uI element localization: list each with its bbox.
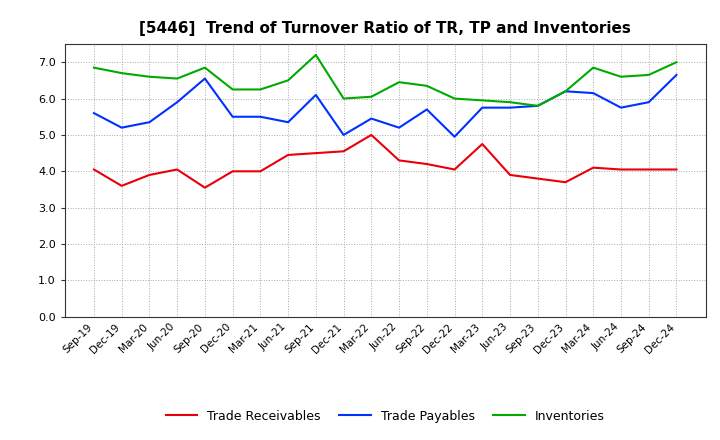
Inventories xyxy=(672,59,681,65)
Inventories xyxy=(284,78,292,83)
Inventories xyxy=(256,87,265,92)
Trade Payables xyxy=(256,114,265,119)
Inventories xyxy=(201,65,210,70)
Inventories xyxy=(644,72,653,77)
Trade Payables xyxy=(339,132,348,138)
Line: Trade Payables: Trade Payables xyxy=(94,75,677,137)
Trade Receivables xyxy=(644,167,653,172)
Inventories xyxy=(423,83,431,88)
Trade Receivables xyxy=(89,167,98,172)
Inventories xyxy=(367,94,376,99)
Trade Payables xyxy=(534,103,542,109)
Trade Receivables xyxy=(616,167,625,172)
Inventories xyxy=(145,74,154,79)
Trade Receivables xyxy=(395,158,403,163)
Inventories xyxy=(450,96,459,101)
Trade Receivables xyxy=(450,167,459,172)
Trade Receivables xyxy=(505,172,514,178)
Trade Payables xyxy=(367,116,376,121)
Trade Receivables xyxy=(256,169,265,174)
Trade Payables xyxy=(201,76,210,81)
Trade Payables xyxy=(616,105,625,110)
Title: [5446]  Trend of Turnover Ratio of TR, TP and Inventories: [5446] Trend of Turnover Ratio of TR, TP… xyxy=(139,21,631,36)
Trade Payables xyxy=(423,107,431,112)
Trade Payables xyxy=(450,134,459,139)
Inventories xyxy=(478,98,487,103)
Inventories xyxy=(395,80,403,85)
Trade Payables xyxy=(173,99,181,105)
Trade Receivables xyxy=(534,176,542,181)
Trade Payables xyxy=(228,114,237,119)
Inventories xyxy=(173,76,181,81)
Trade Payables xyxy=(589,91,598,96)
Trade Receivables xyxy=(561,180,570,185)
Line: Inventories: Inventories xyxy=(94,55,677,106)
Trade Payables xyxy=(89,110,98,116)
Inventories xyxy=(89,65,98,70)
Trade Payables xyxy=(478,105,487,110)
Inventories xyxy=(117,70,126,76)
Trade Receivables xyxy=(173,167,181,172)
Trade Receivables xyxy=(284,152,292,158)
Inventories xyxy=(534,103,542,109)
Trade Payables xyxy=(644,99,653,105)
Inventories xyxy=(561,88,570,94)
Trade Payables xyxy=(505,105,514,110)
Trade Receivables xyxy=(201,185,210,191)
Trade Receivables xyxy=(312,150,320,156)
Trade Receivables xyxy=(339,149,348,154)
Trade Payables xyxy=(395,125,403,130)
Trade Receivables xyxy=(478,141,487,147)
Inventories xyxy=(312,52,320,58)
Inventories xyxy=(228,87,237,92)
Trade Receivables xyxy=(145,172,154,178)
Inventories xyxy=(589,65,598,70)
Trade Receivables xyxy=(117,183,126,188)
Trade Receivables xyxy=(672,167,681,172)
Trade Payables xyxy=(284,120,292,125)
Trade Payables xyxy=(672,72,681,77)
Trade Receivables xyxy=(423,161,431,167)
Trade Receivables xyxy=(589,165,598,170)
Trade Receivables xyxy=(367,132,376,138)
Trade Payables xyxy=(117,125,126,130)
Trade Payables xyxy=(312,92,320,98)
Inventories xyxy=(616,74,625,79)
Trade Payables xyxy=(561,88,570,94)
Trade Payables xyxy=(145,120,154,125)
Line: Trade Receivables: Trade Receivables xyxy=(94,135,677,188)
Inventories xyxy=(339,96,348,101)
Legend: Trade Receivables, Trade Payables, Inventories: Trade Receivables, Trade Payables, Inven… xyxy=(161,405,610,428)
Inventories xyxy=(505,99,514,105)
Trade Receivables xyxy=(228,169,237,174)
